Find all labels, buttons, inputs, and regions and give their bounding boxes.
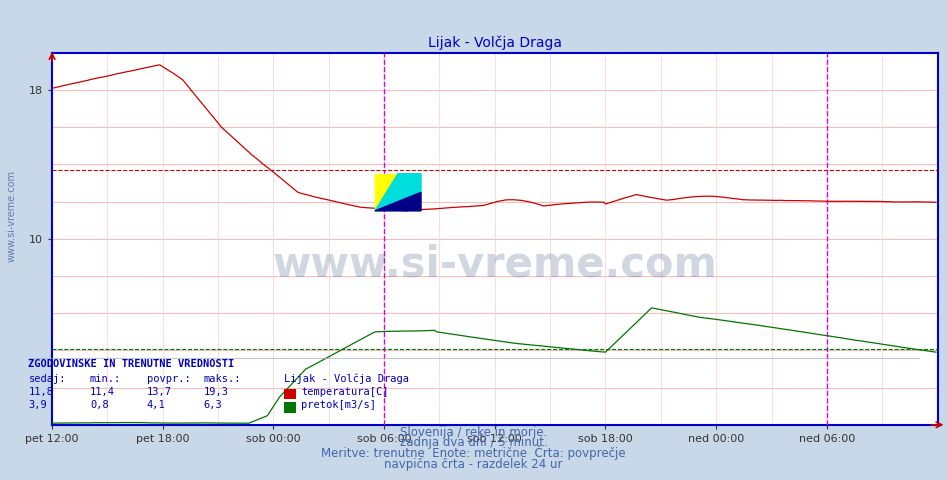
Text: 19,3: 19,3 (204, 386, 228, 396)
Text: sedaj:: sedaj: (28, 373, 66, 384)
Text: Lijak - Volčja Draga: Lijak - Volčja Draga (284, 373, 409, 384)
Title: Lijak - Volčja Draga: Lijak - Volčja Draga (428, 36, 562, 50)
Polygon shape (375, 192, 421, 211)
Text: 13,7: 13,7 (147, 386, 171, 396)
Text: Meritve: trenutne  Enote: metrične  Črta: povprečje: Meritve: trenutne Enote: metrične Črta: … (321, 445, 626, 460)
Text: pretok[m3/s]: pretok[m3/s] (301, 400, 376, 410)
Text: ZGODOVINSKE IN TRENUTNE VREDNOSTI: ZGODOVINSKE IN TRENUTNE VREDNOSTI (28, 359, 235, 369)
Text: 4,1: 4,1 (147, 400, 166, 410)
Text: www.si-vreme.com: www.si-vreme.com (273, 244, 717, 286)
Polygon shape (375, 174, 421, 211)
Text: zadnja dva dni / 5 minut.: zadnja dva dni / 5 minut. (400, 436, 547, 449)
Text: Slovenija / reke in morje.: Slovenija / reke in morje. (400, 426, 547, 439)
Text: navpična črta - razdelek 24 ur: navpična črta - razdelek 24 ur (384, 457, 563, 470)
Text: 0,8: 0,8 (90, 400, 109, 410)
Text: povpr.:: povpr.: (147, 373, 190, 384)
Text: 6,3: 6,3 (204, 400, 223, 410)
Text: 11,4: 11,4 (90, 386, 115, 396)
Text: temperatura[C]: temperatura[C] (301, 386, 388, 396)
Text: maks.:: maks.: (204, 373, 241, 384)
Text: min.:: min.: (90, 373, 121, 384)
Text: www.si-vreme.com: www.si-vreme.com (7, 170, 16, 262)
Polygon shape (375, 174, 398, 211)
Text: 11,8: 11,8 (28, 386, 53, 396)
Text: 3,9: 3,9 (28, 400, 47, 410)
